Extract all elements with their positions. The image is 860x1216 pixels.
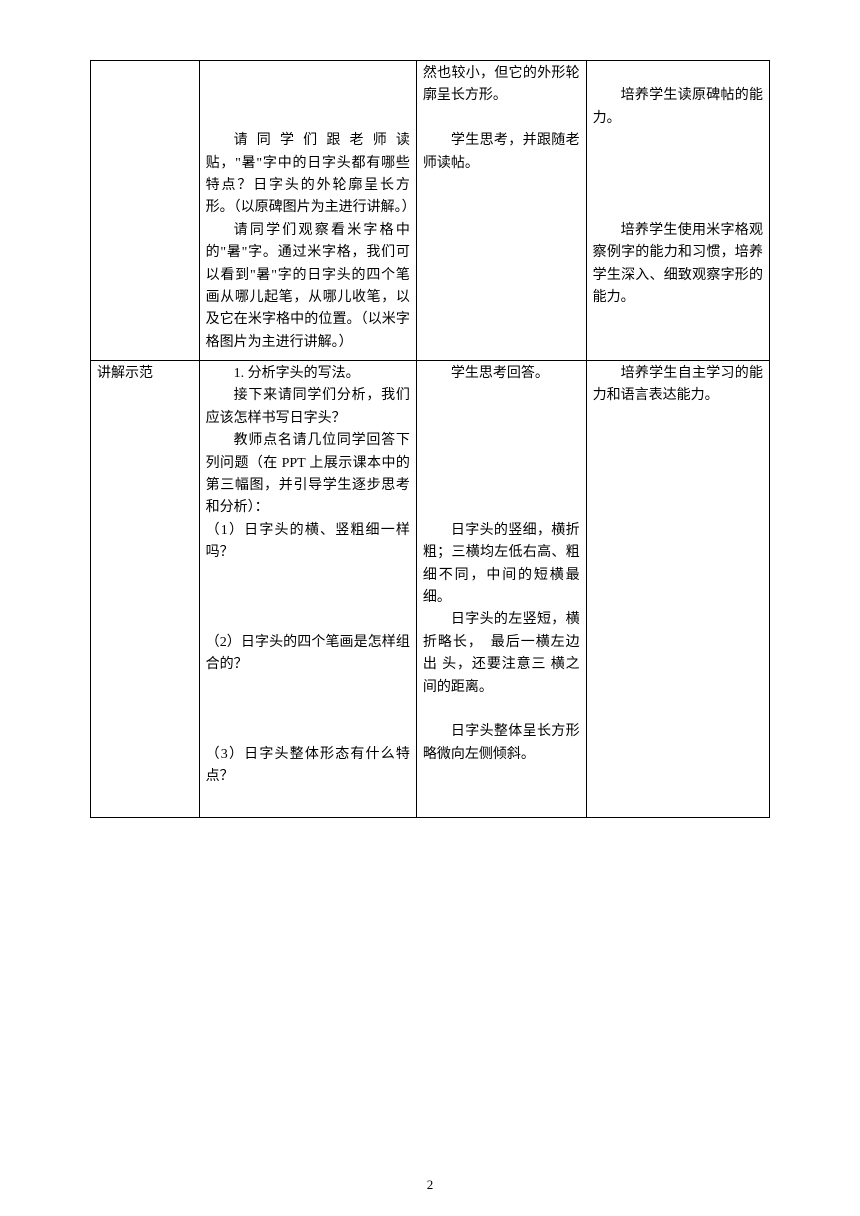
table-row: 讲解示范 1. 分析字头的写法。 接下来请同学们分析，我们应该怎样书写日字头？ …: [91, 361, 770, 818]
table-row: 请同学们跟老师读贴，"暑"字中的日字头都有哪些特点？日字头的外轮廓呈长方形。（以…: [91, 61, 770, 361]
paragraph: （3）日字头整体形态有什么特点？: [206, 744, 410, 789]
paragraph: 1. 分析字头的写法。: [206, 363, 410, 385]
paragraph: 然也较小，但它的外形轮廓呈长方形。: [423, 63, 580, 108]
paragraph: 培养学生读原碑帖的能力。: [593, 85, 763, 130]
cell-teacher: 1. 分析字头的写法。 接下来请同学们分析，我们应该怎样书写日字头？ 教师点名请…: [199, 361, 416, 818]
paragraph: 接下来请同学们分析，我们应该怎样书写日字头？: [206, 385, 410, 430]
paragraph: 培养学生使用米字格观察例字的能力和习惯，培养学生深入、细致观察字形的能力。: [593, 220, 763, 310]
paragraph: （1）日字头的横、竖粗细一样吗？: [206, 520, 410, 565]
paragraph: 培养学生自主学习的能力和语言表达能力。: [593, 363, 763, 408]
cell-student: 然也较小，但它的外形轮廓呈长方形。 学生思考，并跟随老师读帖。: [416, 61, 586, 361]
page-number: 2: [0, 1175, 860, 1196]
cell-intent: 培养学生自主学习的能力和语言表达能力。: [586, 361, 769, 818]
paragraph: 请同学们观察看米字格中的"暑"字。通过米字格，我们可以看到"暑"字的日字头的四个…: [206, 220, 410, 354]
paragraph: （2）日字头的四个笔画是怎样组合的？: [206, 632, 410, 677]
cell-stage: 讲解示范: [91, 361, 200, 818]
paragraph: 日字头的左竖短，横折略长， 最后一横左边出 头，还要注意三 横之间的距离。: [423, 609, 580, 699]
cell-student: 学生思考回答。 日字头的竖细，横折粗；三横均左低右高、粗细不同，中间的短横最细。…: [416, 361, 586, 818]
paragraph: 日字头整体呈长方形略微向左侧倾斜。: [423, 721, 580, 766]
cell-intent: 培养学生读原碑帖的能力。 培养学生使用米字格观察例字的能力和习惯，培养学生深入、…: [586, 61, 769, 361]
lesson-table: 请同学们跟老师读贴，"暑"字中的日字头都有哪些特点？日字头的外轮廓呈长方形。（以…: [90, 60, 770, 818]
stage-label: 讲解示范: [97, 366, 153, 381]
paragraph: 日字头的竖细，横折粗；三横均左低右高、粗细不同，中间的短横最细。: [423, 520, 580, 610]
cell-teacher: 请同学们跟老师读贴，"暑"字中的日字头都有哪些特点？日字头的外轮廓呈长方形。（以…: [199, 61, 416, 361]
paragraph: 学生思考，并跟随老师读帖。: [423, 130, 580, 175]
paragraph: 请同学们跟老师读贴，"暑"字中的日字头都有哪些特点？日字头的外轮廓呈长方形。（以…: [206, 130, 410, 220]
paragraph: 学生思考回答。: [423, 363, 580, 385]
cell-stage: [91, 61, 200, 361]
paragraph: 教师点名请几位同学回答下列问题（在 PPT 上展示课本中的第三幅图，并引导学生逐…: [206, 430, 410, 520]
page: 请同学们跟老师读贴，"暑"字中的日字头都有哪些特点？日字头的外轮廓呈长方形。（以…: [0, 0, 860, 858]
